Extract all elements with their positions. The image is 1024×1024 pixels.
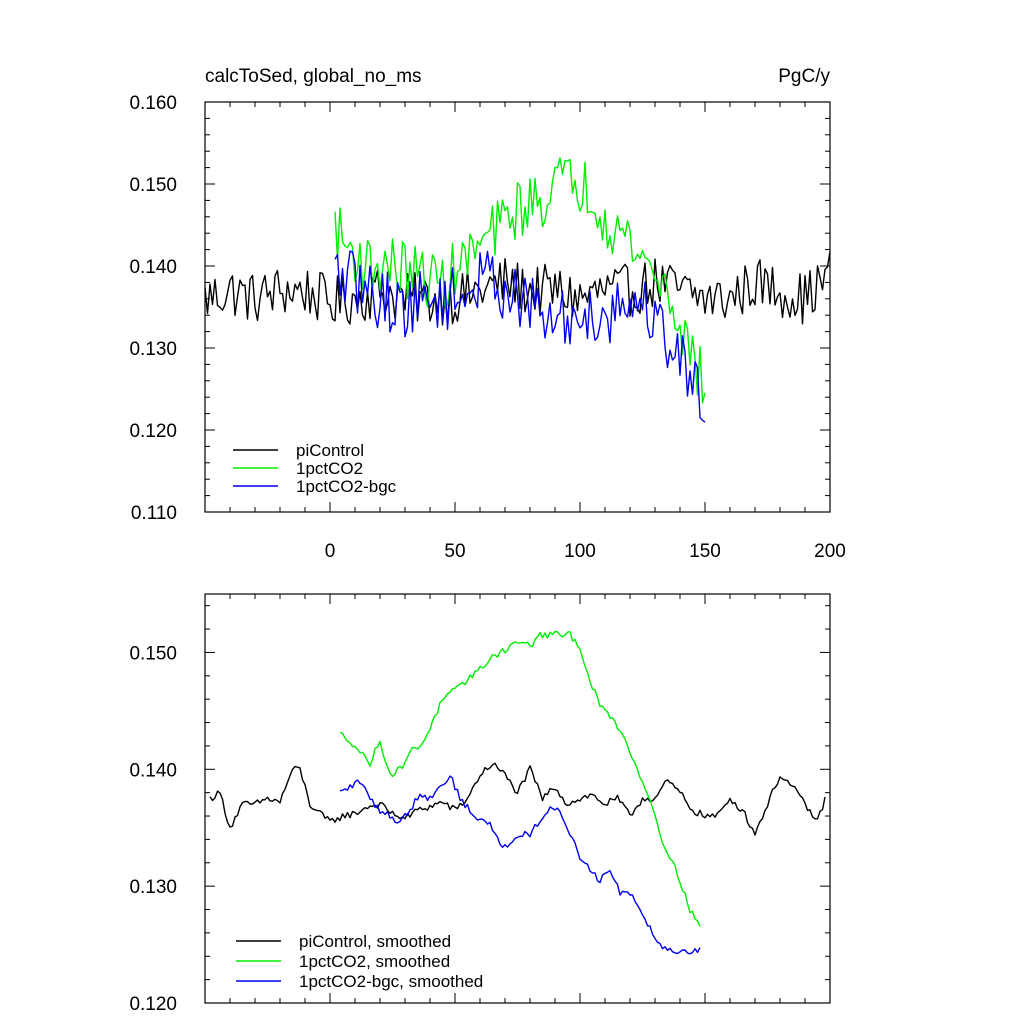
x-tick-label: 100 (564, 541, 596, 562)
y-tick-label: 0.140 (129, 257, 177, 278)
legend-label: piControl (296, 441, 364, 460)
series-line-1pctco2-smoothed (339, 630, 701, 927)
x-tick-label: 150 (689, 541, 721, 562)
y-tick-label: 0.110 (131, 503, 177, 524)
series-line-1pctco2 (334, 157, 706, 404)
top-axes: 0.110 0.120 0.130 0.140 0.150 0.160 0 50 100 150 2… (129, 93, 845, 562)
series-line-1pctco2-bgc (334, 250, 706, 423)
plot-frame (204, 593, 831, 1004)
legend-label: 1pctCO2-bgc, smoothed (299, 972, 483, 991)
legend-label: 1pctCO2 (296, 459, 363, 478)
chart-title: calcToSed, global_no_ms (205, 66, 422, 87)
y-tick-label: 0.120 (129, 421, 177, 442)
bottom-panel: 0.120 0.130 0.140 0.150 piControl, smoothed… (129, 593, 831, 1015)
series-line-1pctco2-bgc-smoothed (339, 775, 701, 955)
x-tick-label: 200 (814, 541, 846, 562)
y-tick-label: 0.150 (129, 643, 177, 664)
y-tick-label: 0.140 (129, 760, 177, 781)
y-tick-label: 0.160 (129, 93, 177, 114)
x-tick-label: 50 (444, 541, 465, 562)
legend-label: piControl, smoothed (299, 932, 451, 951)
y-tick-label: 0.120 (129, 994, 177, 1015)
y-tick-label: 0.150 (129, 175, 177, 196)
x-tick-label: 0 (325, 541, 336, 562)
y-tick-label: 0.130 (129, 877, 177, 898)
legend-label: 1pctCO2-bgc (296, 477, 397, 496)
top-panel: calcToSed, global_no_ms PgC/y 0.110 0.120… (129, 66, 845, 562)
units-label: PgC/y (778, 66, 830, 87)
legend-label: 1pctCO2, smoothed (299, 952, 450, 971)
plot-frame (204, 101, 831, 513)
series-line-picontrol (204, 251, 831, 326)
bottom-series-group (209, 630, 826, 955)
y-tick-label: 0.130 (129, 339, 177, 360)
bottom-axes: 0.120 0.130 0.140 0.150 (129, 593, 831, 1015)
top-series-group (204, 157, 831, 423)
series-line-picontrol-smoothed (209, 762, 826, 836)
